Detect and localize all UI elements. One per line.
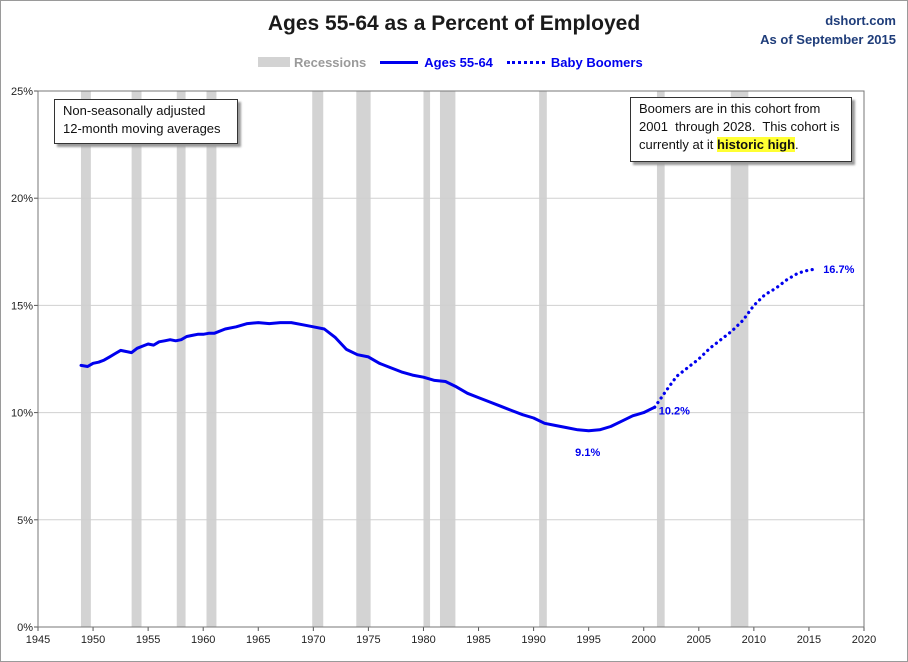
x-tick-label: 2015 [797, 634, 821, 646]
note-boomers: Boomers are in this cohort from 2001 thr… [630, 97, 852, 162]
note-boomers-line3: currently at it historic high. [639, 136, 851, 154]
legend-item-recessions: Recessions [258, 55, 366, 70]
x-tick-label: 1975 [356, 634, 380, 646]
chart-title: Ages 55-64 as a Percent of Employed [267, 12, 641, 35]
x-tick-label: 1950 [81, 634, 105, 646]
x-tick-label: 1945 [26, 634, 50, 646]
y-tick-label: 15% [11, 300, 33, 312]
x-tick-label: 1990 [521, 634, 545, 646]
source-name: dshort.com [825, 13, 896, 28]
recession-band [730, 91, 749, 627]
x-tick-label: 1970 [301, 634, 325, 646]
x-tick-label: 2010 [742, 634, 766, 646]
note-boomers-line2: 2001 through 2028. This cohort is [639, 119, 840, 134]
legend-item-ages: Ages 55-64 [380, 55, 493, 70]
data-labels: 9.1% 10.2% 16.7% [575, 264, 854, 459]
x-tick-label: 1965 [246, 634, 270, 646]
plot-area-border [37, 90, 865, 628]
x-tick-label: 1955 [136, 634, 160, 646]
series-line-baby-boomers [653, 267, 819, 409]
y-tick-label: 0% [17, 622, 33, 634]
data-label: 10.2% [659, 405, 690, 417]
legend-label-recessions: Recessions [294, 54, 367, 70]
series-line-ages-55-64 [79, 321, 657, 433]
legend-item-boomers: Baby Boomers [506, 54, 643, 70]
legend-swatch-ages [380, 60, 419, 64]
data-label: 16.7% [823, 264, 854, 276]
x-tick-label: 2020 [852, 634, 876, 646]
note-boomers-line3-pre: currently at it [639, 137, 718, 152]
legend-swatch-recessions [258, 57, 290, 67]
note-adjustment-line2: 12-month moving averages [63, 121, 221, 136]
recession-band [131, 91, 142, 627]
recession-band [176, 91, 186, 627]
legend-swatch-boomers [506, 60, 545, 64]
y-tick-label: 20% [11, 193, 33, 205]
note-boomers-line3-post: . [795, 137, 799, 152]
recession-band [656, 91, 665, 627]
recession-band [439, 91, 456, 627]
recession-band [539, 91, 547, 627]
legend-label-boomers: Baby Boomers [550, 54, 643, 70]
recession-band [312, 91, 324, 627]
source-date: As of September 2015 [760, 32, 896, 47]
recession-bands [80, 91, 749, 627]
recession-band [80, 91, 91, 627]
data-label: 9.1% [575, 447, 600, 459]
recession-band [206, 91, 217, 627]
x-tick-label: 2005 [687, 634, 711, 646]
x-tick-label: 2000 [631, 634, 655, 646]
x-tick-label: 1960 [191, 634, 215, 646]
axes: 0% 5% 10% 15% 20% 25% 1945 1950 1955 1960 1965 1970… [11, 86, 876, 646]
note-adjustment-line1: Non-seasonally adjusted [63, 103, 206, 118]
y-tick-label: 25% [11, 86, 33, 98]
note-boomers-line1: Boomers are in this cohort from [639, 101, 821, 116]
note-adjustment: Non-seasonally adjusted 12-month moving … [54, 99, 238, 144]
x-tick-label: 1985 [466, 634, 490, 646]
y-tick-label: 10% [11, 408, 33, 420]
y-tick-label: 5% [17, 515, 33, 527]
x-tick-label: 1995 [576, 634, 600, 646]
legend: Recessions Ages 55-64 Baby Boomers [258, 53, 657, 71]
series-lines [79, 267, 819, 433]
source-block: dshort.com As of September 2015 [760, 11, 896, 49]
note-boomers-highlight: historic high [717, 137, 796, 152]
x-tick-label: 1980 [411, 634, 435, 646]
recession-band [423, 91, 431, 627]
legend-label-ages: Ages 55-64 [424, 54, 493, 70]
recession-band [356, 91, 371, 627]
